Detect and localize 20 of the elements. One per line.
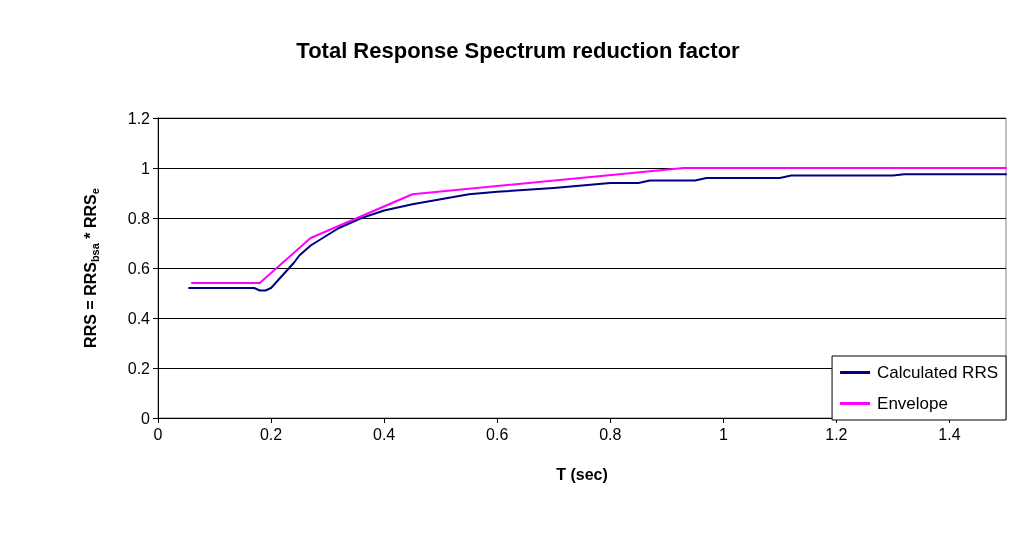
x-tick-label: 0.6 [486, 425, 509, 443]
x-tick-label: 1.2 [825, 425, 848, 443]
y-tick-label: 1.2 [127, 109, 151, 127]
legend-label: Calculated RRS [877, 363, 999, 382]
x-tick-label: 0.2 [259, 425, 283, 443]
y-axis-title: RRS = RRSbsa * RRSe [82, 188, 101, 348]
y-tick-label: 0.8 [127, 209, 151, 227]
x-tick-label: 0 [153, 425, 163, 443]
y-tick-label: 0.6 [127, 259, 151, 277]
x-tick-label: 0.4 [373, 425, 396, 443]
x-tick-label: 1 [718, 425, 728, 443]
x-tick-label: 0.8 [599, 425, 622, 443]
y-tick-label: 0.4 [127, 309, 151, 327]
legend-label: Envelope [877, 394, 948, 413]
x-tick-label: 1.4 [938, 425, 961, 443]
y-tick-label: 0 [141, 409, 151, 427]
x-axis-title: T (sec) [556, 465, 608, 483]
y-tick-label: 1 [141, 159, 151, 177]
chart-title: Total Response Spectrum reduction factor [296, 37, 741, 63]
y-tick-label: 0.2 [127, 359, 151, 377]
